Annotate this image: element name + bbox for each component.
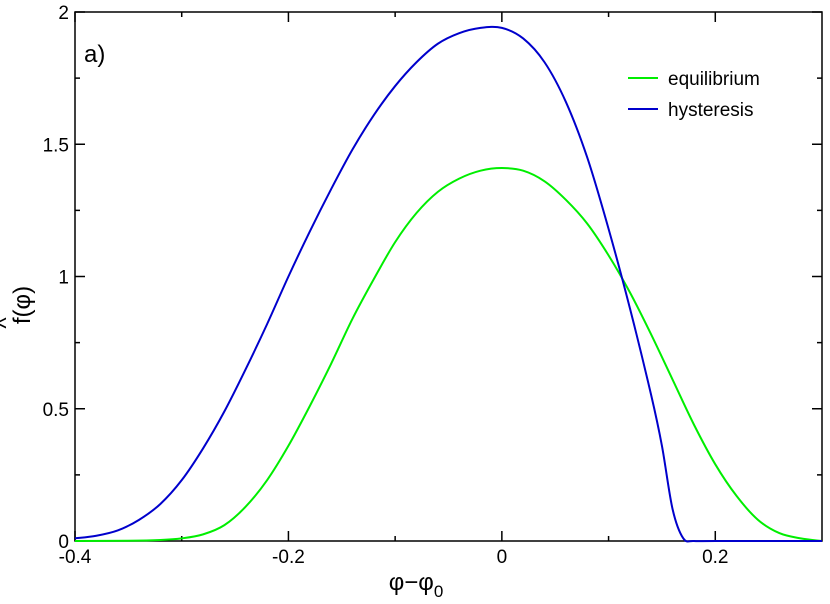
x-axis-label-main: φ−φ bbox=[389, 569, 434, 596]
y-tick-label: 1 bbox=[58, 268, 69, 289]
legend: equilibrium hysteresis bbox=[628, 69, 760, 121]
x-tick-label: 0.2 bbox=[702, 547, 728, 568]
y-axis-label: f(φ) ^ bbox=[0, 286, 36, 329]
panel-label: a) bbox=[84, 41, 105, 68]
x-tick-label: -0.2 bbox=[272, 547, 305, 568]
y-axis-label-main: f(φ) bbox=[9, 286, 36, 324]
series-lines bbox=[74, 25, 823, 543]
series-line-hysteresis bbox=[74, 25, 822, 543]
y-tick-label: 0 bbox=[58, 532, 69, 553]
legend-label-hysteresis: hysteresis bbox=[668, 100, 754, 121]
y-tick-label: 1.5 bbox=[43, 135, 69, 156]
plot-frame bbox=[74, 11, 823, 542]
axis-ticks bbox=[74, 11, 822, 542]
y-tick-label: 2 bbox=[58, 3, 69, 24]
y-axis-label-hat: ^ bbox=[0, 317, 20, 329]
x-tick-label: -0.4 bbox=[59, 547, 92, 568]
x-tick-label: 0 bbox=[497, 547, 508, 568]
legend-label-equilibrium: equilibrium bbox=[668, 69, 760, 90]
x-axis-label: φ−φ0 bbox=[389, 569, 444, 601]
series-line-equilibrium bbox=[74, 167, 823, 542]
y-tick-label: 0.5 bbox=[43, 400, 69, 421]
axis-tick-labels: -0.4 -0.2 0 0.2 0 0.5 1 1.5 2 bbox=[43, 3, 729, 568]
x-axis-label-subscript: 0 bbox=[434, 582, 443, 601]
